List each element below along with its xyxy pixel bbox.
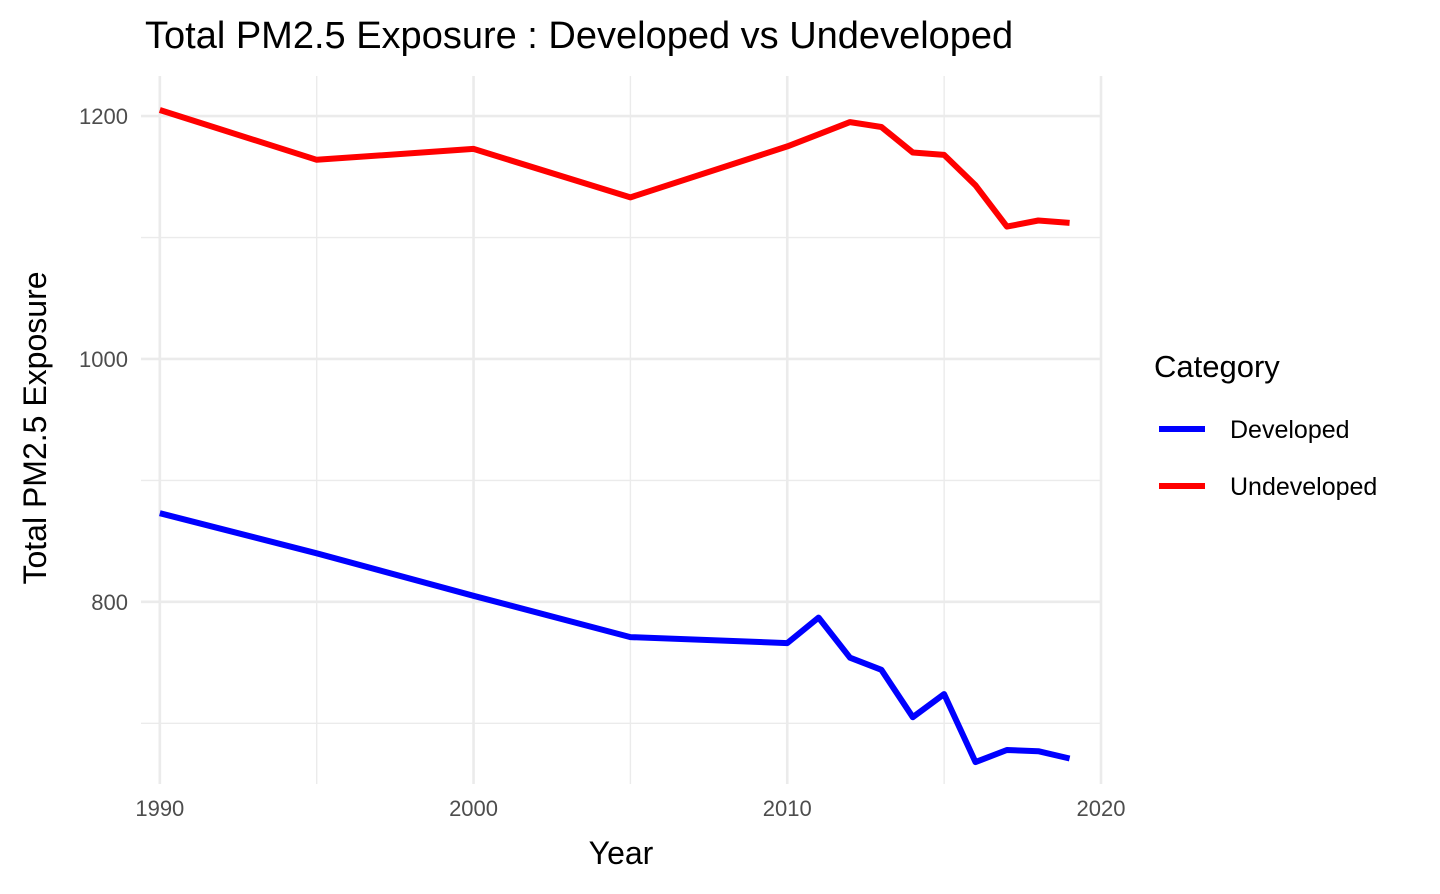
- legend-label-undeveloped: Undeveloped: [1230, 473, 1377, 501]
- x-tick-label: 1990: [135, 796, 184, 821]
- tick-labels: 1990 2000 2010 2020 800 1000 1200: [79, 104, 1125, 821]
- x-tick-label: 2020: [1077, 796, 1126, 821]
- y-tick-label: 1000: [79, 347, 128, 372]
- x-tick-label: 2010: [763, 796, 812, 821]
- y-axis-title: Total PM2.5 Exposure: [17, 271, 53, 584]
- x-tick-label: 2000: [449, 796, 498, 821]
- series-lines: [158, 107, 1071, 766]
- chart-title: Total PM2.5 Exposure : Developed vs Unde…: [145, 15, 1013, 57]
- series-line-undeveloped: [158, 107, 1070, 230]
- legend: Category Developed Undeveloped: [1154, 349, 1377, 501]
- grid: [141, 76, 1103, 784]
- legend-label-developed: Developed: [1230, 416, 1350, 444]
- y-tick-label: 800: [91, 590, 128, 615]
- series-line-developed: [159, 510, 1071, 766]
- legend-items: Developed Undeveloped: [1159, 416, 1377, 501]
- x-axis-title: Year: [589, 835, 654, 871]
- legend-title: Category: [1154, 349, 1280, 384]
- y-tick-label: 1200: [79, 104, 128, 129]
